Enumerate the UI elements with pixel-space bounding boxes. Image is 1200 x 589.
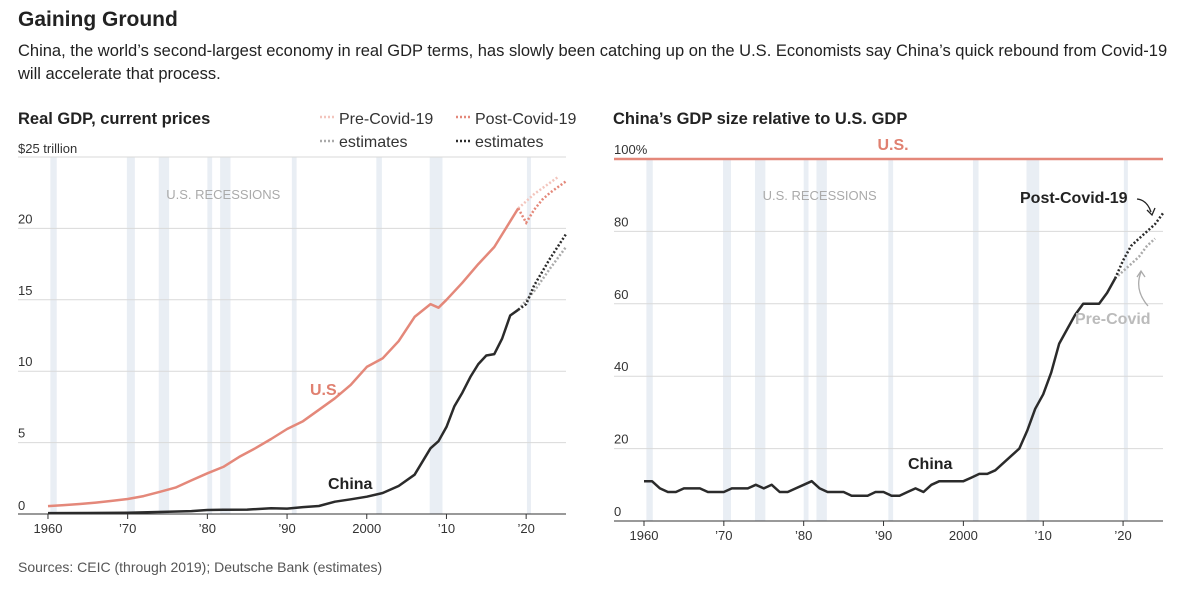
x-tick-left-2010: ’10 xyxy=(438,521,455,536)
series-us xyxy=(47,207,520,508)
recession-band-left-0 xyxy=(50,157,57,514)
x-tick-right-1980: ’80 xyxy=(795,528,812,543)
recession-band-right-5 xyxy=(888,159,894,521)
recession-band-left-7 xyxy=(429,157,443,514)
arrow-post-covid xyxy=(1136,198,1152,213)
y-tick-left-10: 10 xyxy=(18,354,32,369)
y-tick-right-80: 80 xyxy=(614,214,628,229)
recession-band-left-1 xyxy=(126,157,135,514)
legend-pre-covid-line2: estimates xyxy=(339,134,407,151)
y-tick-right-40: 40 xyxy=(614,359,628,374)
recession-band-left-3 xyxy=(207,157,213,514)
label-china-left: China xyxy=(328,476,373,493)
source-note: Sources: CEIC (through 2019); Deutsche B… xyxy=(18,559,383,575)
y-tick-left-0: 0 xyxy=(18,498,25,513)
recession-band-right-3 xyxy=(803,159,809,521)
x-tick-left-1990: ’90 xyxy=(278,521,295,536)
x-tick-right-1970: ’70 xyxy=(715,528,732,543)
x-tick-left-2000: 2000 xyxy=(352,521,381,536)
x-tick-left-1980: ’80 xyxy=(199,521,216,536)
arrow-pre-covid xyxy=(1138,271,1149,307)
series-china-pre-covid xyxy=(517,246,568,311)
series-post-covid-right xyxy=(1113,212,1165,280)
label-us-right: U.S. xyxy=(877,137,908,154)
chart-subtitle: China, the world’s second-largest econom… xyxy=(18,42,1168,83)
x-tick-left-1970: ’70 xyxy=(119,521,136,536)
recession-label-right: U.S. RECESSIONS xyxy=(763,188,877,203)
recession-band-left-4 xyxy=(220,157,231,514)
recession-label-left: U.S. RECESSIONS xyxy=(166,187,280,202)
panel-title-left: Real GDP, current prices xyxy=(18,110,210,128)
y-tick-left-20: 20 xyxy=(18,211,32,226)
arrowhead-pre-covid xyxy=(1136,269,1146,278)
y-tick-right-0: 0 xyxy=(614,504,621,519)
x-tick-left-2020: ’20 xyxy=(517,521,534,536)
recession-band-right-0 xyxy=(646,159,653,521)
series-us-post-covid xyxy=(517,180,567,226)
label-pre-covid-right: Pre-Covid xyxy=(1075,311,1151,328)
arrowhead-post-covid xyxy=(1146,207,1156,217)
series-us-pre-covid xyxy=(517,175,559,210)
recession-band-right-2 xyxy=(754,159,766,521)
series-china-post-covid xyxy=(517,233,568,311)
recession-band-right-1 xyxy=(723,159,732,521)
recession-band-left-2 xyxy=(158,157,170,514)
panel-title-right: China’s GDP size relative to U.S. GDP xyxy=(613,110,907,128)
label-china-right: China xyxy=(908,456,953,473)
series-pre-covid-right xyxy=(1114,237,1156,280)
y-unit-label-left: $25 trillion xyxy=(18,141,77,156)
x-tick-left-1960: 1960 xyxy=(34,521,63,536)
recession-band-left-8 xyxy=(526,157,531,514)
recession-band-right-6 xyxy=(972,159,979,521)
y-tick-left-5: 5 xyxy=(18,426,25,441)
label-us-left: U.S. xyxy=(310,382,341,399)
recession-band-right-8 xyxy=(1123,159,1128,521)
y-tick-left-15: 15 xyxy=(18,283,32,298)
legend-post-covid-line2: estimates xyxy=(475,134,543,151)
x-tick-right-1990: ’90 xyxy=(875,528,892,543)
x-tick-right-2000: 2000 xyxy=(949,528,978,543)
x-tick-right-1960: 1960 xyxy=(630,528,659,543)
recession-band-right-4 xyxy=(816,159,827,521)
x-tick-right-2010: ’10 xyxy=(1035,528,1052,543)
y-tick-right-20: 20 xyxy=(614,432,628,447)
x-tick-right-2020: ’20 xyxy=(1114,528,1131,543)
y-tick-right-60: 60 xyxy=(614,287,628,302)
recession-band-left-5 xyxy=(291,157,297,514)
legend-post-covid-line1: Post-Covid-19 xyxy=(475,111,576,128)
series-china xyxy=(47,308,519,515)
chart-title: Gaining Ground xyxy=(18,8,178,31)
recession-band-left-6 xyxy=(376,157,382,514)
recession-band-right-7 xyxy=(1026,159,1040,521)
y-tick-right-100: 100% xyxy=(614,142,648,157)
legend-pre-covid-line1: Pre-Covid-19 xyxy=(339,111,433,128)
series-china-right xyxy=(644,277,1117,497)
label-post-covid-right: Post-Covid-19 xyxy=(1020,190,1128,207)
